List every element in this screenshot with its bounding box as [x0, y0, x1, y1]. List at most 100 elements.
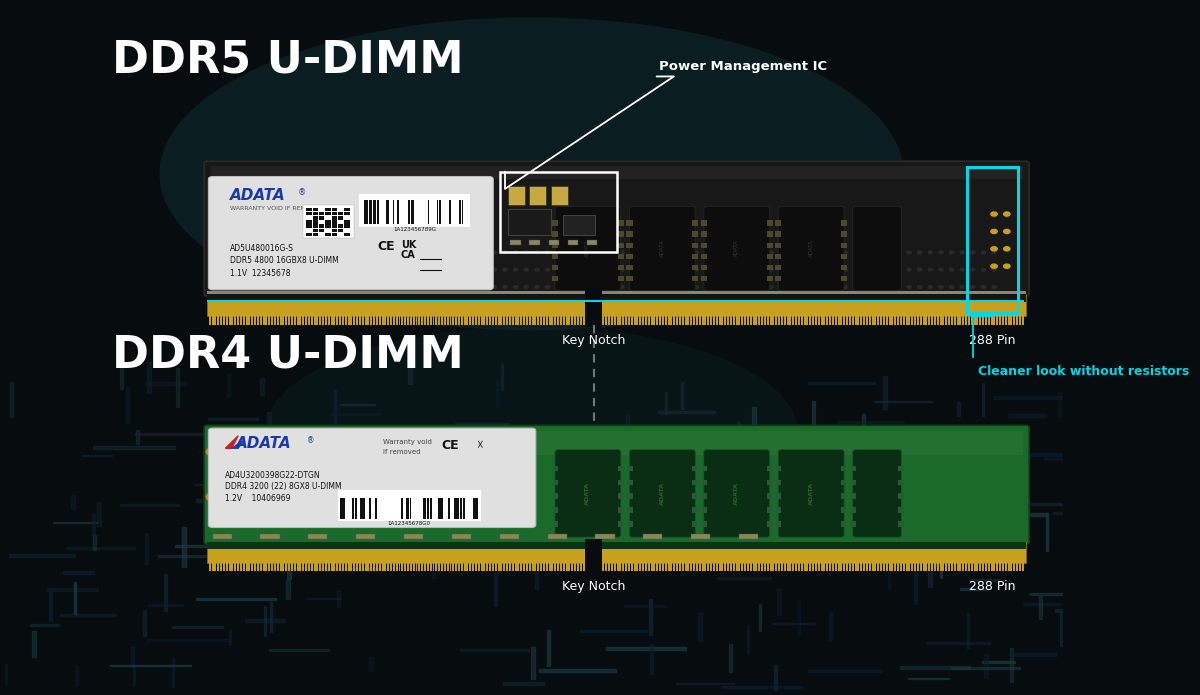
Bar — [337, 591, 340, 607]
Bar — [287, 549, 290, 578]
Bar — [421, 561, 424, 571]
Bar — [492, 314, 494, 325]
Text: 1.2V    10406969: 1.2V 10406969 — [226, 494, 290, 503]
Circle shape — [503, 251, 508, 254]
Bar — [691, 534, 710, 539]
Bar — [312, 216, 318, 220]
Bar — [306, 233, 312, 236]
Bar — [659, 437, 714, 439]
Bar — [613, 314, 616, 325]
Bar — [455, 498, 456, 519]
FancyBboxPatch shape — [779, 450, 844, 537]
Bar — [5, 664, 7, 684]
Bar — [892, 314, 893, 325]
Bar — [379, 314, 380, 325]
Bar — [356, 534, 376, 539]
Bar — [146, 639, 229, 641]
Bar — [899, 493, 904, 499]
Bar — [776, 480, 781, 485]
Bar — [229, 630, 232, 645]
Bar — [736, 314, 738, 325]
Circle shape — [907, 251, 911, 254]
Bar — [329, 413, 383, 416]
Bar — [710, 314, 712, 325]
Bar — [685, 561, 686, 571]
Bar — [331, 220, 337, 224]
Bar — [565, 561, 568, 571]
Bar — [565, 314, 568, 325]
Bar — [984, 653, 988, 678]
Bar — [277, 314, 278, 325]
Bar — [368, 498, 371, 519]
Bar — [829, 314, 832, 325]
Bar — [841, 521, 846, 527]
Bar — [752, 561, 755, 571]
Circle shape — [673, 286, 677, 288]
Bar — [778, 589, 781, 614]
Bar — [126, 387, 130, 423]
Circle shape — [938, 268, 943, 271]
Bar — [517, 314, 520, 325]
Bar — [32, 631, 36, 657]
Bar — [852, 561, 853, 571]
Circle shape — [206, 493, 220, 501]
Bar — [971, 561, 973, 571]
Bar — [367, 561, 370, 571]
Bar — [47, 589, 98, 591]
Bar — [311, 314, 313, 325]
Bar — [1009, 653, 1056, 656]
Circle shape — [758, 251, 762, 254]
Bar — [928, 564, 931, 587]
Circle shape — [662, 251, 666, 254]
Bar — [340, 314, 341, 325]
Bar — [767, 265, 773, 270]
Bar — [764, 314, 766, 325]
Bar — [330, 314, 332, 325]
Circle shape — [982, 268, 985, 271]
FancyBboxPatch shape — [704, 206, 769, 291]
Circle shape — [461, 251, 464, 254]
Bar — [475, 561, 476, 571]
Text: 1A123456789G: 1A123456789G — [394, 227, 436, 231]
Bar — [377, 200, 379, 224]
Bar — [985, 314, 986, 325]
Bar — [841, 493, 846, 499]
Bar — [204, 477, 250, 479]
Text: DDR4 3200 (22) 8GX8 U-DIMM: DDR4 3200 (22) 8GX8 U-DIMM — [226, 482, 342, 491]
Bar — [767, 493, 772, 499]
Circle shape — [726, 268, 731, 271]
Bar — [446, 561, 449, 571]
Circle shape — [620, 268, 624, 271]
Bar — [208, 418, 258, 420]
Bar — [773, 561, 774, 571]
Bar — [552, 314, 553, 325]
Bar — [136, 433, 211, 435]
Bar — [619, 486, 622, 512]
Bar — [463, 498, 464, 519]
Bar — [574, 314, 576, 325]
Bar — [342, 498, 344, 519]
Bar — [210, 166, 1022, 179]
Bar — [649, 599, 652, 635]
Circle shape — [492, 268, 497, 271]
Bar — [880, 561, 882, 571]
Bar — [877, 561, 880, 571]
Bar — [430, 314, 432, 325]
Bar — [659, 561, 661, 571]
Circle shape — [982, 286, 985, 288]
Bar — [659, 411, 715, 413]
Bar — [500, 561, 503, 571]
Bar — [761, 314, 763, 325]
Bar — [626, 254, 632, 259]
Bar — [1008, 513, 1046, 516]
Bar — [452, 314, 455, 325]
Bar — [625, 561, 628, 571]
Bar — [769, 314, 772, 325]
Bar — [1002, 561, 1004, 571]
Bar — [344, 212, 349, 215]
Bar — [704, 561, 707, 571]
Bar — [618, 231, 624, 237]
Bar — [692, 276, 698, 281]
Bar — [982, 561, 984, 571]
Circle shape — [726, 251, 731, 254]
